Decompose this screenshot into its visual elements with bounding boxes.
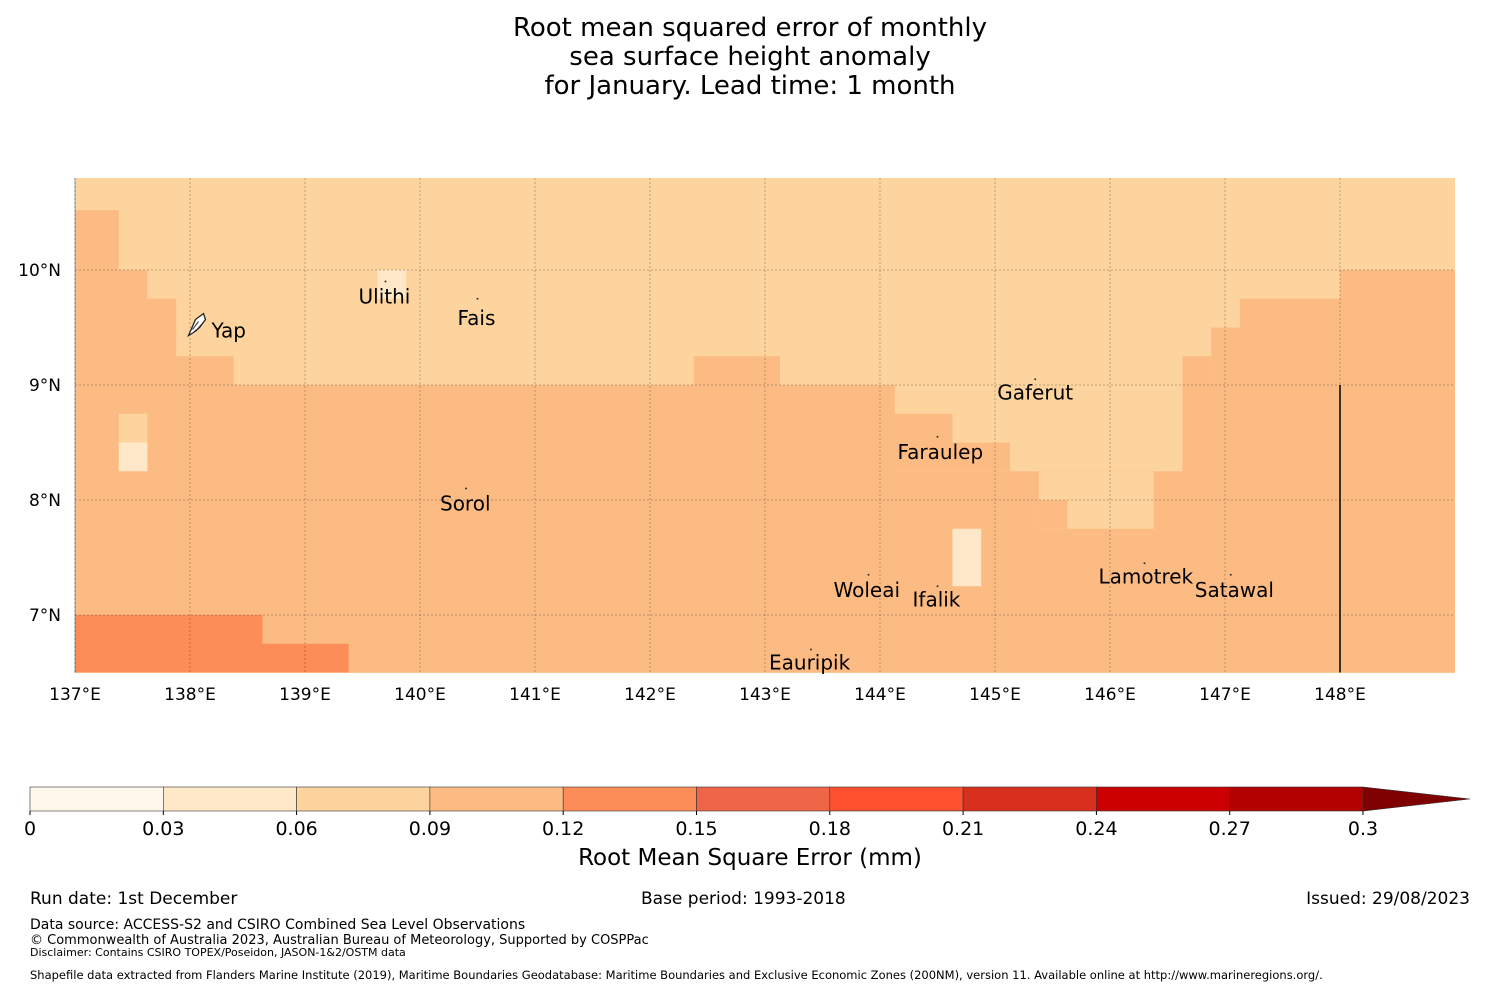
rmse-cell-23 <box>262 643 349 673</box>
island-dot <box>384 280 387 283</box>
island-dot <box>1034 378 1037 381</box>
base-period: Base period: 1993-2018 <box>641 889 846 909</box>
map-gridlines <box>74 178 1455 673</box>
disclaimer: Disclaimer: Contains CSIRO TOPEX/Poseido… <box>30 946 406 959</box>
island-dot <box>465 487 467 490</box>
shapefile-credit: Shapefile data extracted from Flanders M… <box>30 968 1323 982</box>
colorbar-tick-label: 0.24 <box>1075 818 1117 840</box>
island-shape-yap <box>187 312 207 338</box>
rmse-cell-14 <box>894 442 1010 472</box>
rmse-cell-19 <box>118 442 148 472</box>
island-dot <box>867 573 870 576</box>
rmse-cell-12 <box>952 413 1010 443</box>
colorbar-extend-arrow <box>1362 786 1471 812</box>
colorbar-segment <box>1096 786 1231 812</box>
island-label: Satawal <box>1195 578 1274 602</box>
colorbar-tick-label: 0.03 <box>142 818 184 840</box>
title-line-3: for January. Lead time: 1 month <box>544 71 956 101</box>
island-label: Eauripik <box>769 651 851 675</box>
rmse-cell-22 <box>75 615 263 673</box>
rmse-cell-6 <box>75 356 234 385</box>
colorbar-segment <box>829 786 964 812</box>
colorbar-tick-label: 0 <box>24 818 36 840</box>
rmse-cell-10 <box>1182 356 1212 385</box>
lat-tick-label: 10°N <box>18 261 61 281</box>
island-label: Yap <box>211 319 246 343</box>
colorbar-tick-label: 0.3 <box>1348 818 1378 840</box>
lon-tick-label: 140°E <box>394 685 446 705</box>
map-and-colorbar: Yap Ulithi Fais Gaferut Faraulep Sorol Woleai I… <box>18 178 1471 840</box>
lon-tick-label: 138°E <box>164 685 216 705</box>
rmse-cell-0 <box>75 385 1455 673</box>
lat-tick-label: 8°N <box>29 491 61 511</box>
island-label: Fais <box>458 306 496 330</box>
island-dot <box>476 297 479 300</box>
rmse-cell-13 <box>894 413 953 443</box>
island-label: Sorol <box>440 492 491 516</box>
lon-tick-label: 142°E <box>624 685 676 705</box>
rmse-cell-7 <box>693 356 780 385</box>
issued-date: Issued: 29/08/2023 <box>1306 889 1470 909</box>
colorbar-segment <box>562 786 697 812</box>
lon-tick-label: 137°E <box>49 685 101 705</box>
island-label: Ifalik <box>913 587 961 611</box>
island-label: Ulithi <box>359 285 411 309</box>
rmse-cell-16 <box>1038 500 1068 529</box>
island-labels: Yap Ulithi Fais Gaferut Faraulep Sorol Woleai I… <box>187 280 1274 675</box>
island-detail-yap <box>192 321 202 332</box>
lat-tick-label: 9°N <box>29 376 61 396</box>
lon-tick-label: 144°E <box>854 685 906 705</box>
map-area <box>75 178 1455 673</box>
rmse-cell-18 <box>118 413 148 443</box>
island-dot <box>810 648 812 651</box>
colorbar-tick-label: 0.15 <box>675 818 717 840</box>
island-dot <box>1229 573 1232 576</box>
colorbar-segment <box>163 786 297 812</box>
island-label: Woleai <box>834 578 901 602</box>
colorbar-title: Root Mean Square Error (mm) <box>578 845 922 871</box>
title-line-1: Root mean squared error of monthly <box>512 13 988 43</box>
colorbar-segment <box>296 786 431 812</box>
colorbar-segment <box>1229 786 1364 812</box>
colorbar: 0 0.03 0.06 0.09 0.12 0.15 0.18 0.21 0.24 0.27 0.3 <box>24 786 1471 840</box>
rmse-cell-21 <box>377 270 407 299</box>
chart-title: Root mean squared error of monthly sea s… <box>450 14 1050 101</box>
island-label: Faraulep <box>898 440 984 464</box>
map-axes: 137°E 138°E 139°E 140°E 141°E 142°E 143°E 144°E… <box>18 261 1366 705</box>
lon-tick-label: 145°E <box>969 685 1021 705</box>
island-label: Lamotrek <box>1099 564 1194 588</box>
lon-tick-label: 146°E <box>1084 685 1136 705</box>
colorbar-tick-label: 0.09 <box>409 818 451 840</box>
run-date: Run date: 1st December <box>30 889 238 909</box>
rmse-cell-9 <box>1211 327 1240 385</box>
colorbar-segment <box>696 786 831 812</box>
rmse-cell-3 <box>75 210 90 213</box>
title-line-2: sea surface height anomaly <box>569 42 931 72</box>
colorbar-segment <box>962 786 1097 812</box>
data-source: Data source: ACCESS-S2 and CSIRO Combine… <box>30 917 526 933</box>
lon-tick-label: 147°E <box>1199 685 1251 705</box>
colorbar-segment <box>29 786 164 812</box>
island-dot <box>1143 562 1146 565</box>
lon-tick-label: 143°E <box>739 685 791 705</box>
rmse-cell-20 <box>952 528 982 587</box>
island-dot <box>936 585 939 588</box>
island-dot <box>936 435 939 438</box>
island-label: Gaferut <box>997 380 1073 404</box>
copyright: © Commonwealth of Australia 2023, Austra… <box>30 933 649 948</box>
colorbar-segment <box>429 786 564 812</box>
rmse-cell-1 <box>1340 270 1455 385</box>
lon-tick-label: 139°E <box>279 685 331 705</box>
colorbar-tick-label: 0.12 <box>542 818 584 840</box>
colorbar-tick-label: 0.21 <box>942 818 984 840</box>
colorbar-tick-label: 0.27 <box>1209 818 1251 840</box>
colorbar-tick-label: 0.18 <box>809 818 851 840</box>
colorbar-tick-label: 0.06 <box>275 818 317 840</box>
lon-tick-label: 141°E <box>509 685 561 705</box>
lat-tick-label: 7°N <box>29 606 61 626</box>
rmse-cell-8 <box>1239 298 1340 385</box>
lon-tick-label: 148°E <box>1314 685 1366 705</box>
